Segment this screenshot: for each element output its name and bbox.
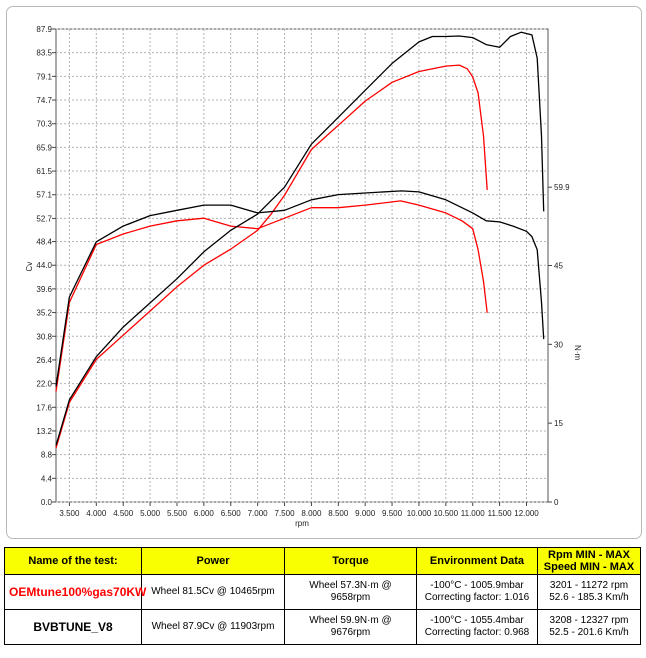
y-tick-label: 70.3	[36, 120, 52, 129]
x-tick-label: 11.000	[461, 509, 485, 518]
y2-tick-label: 30	[554, 340, 563, 349]
table-row: OEMtune100%gas70KW Wheel 81.5Cv @ 10465r…	[4, 574, 641, 610]
y-tick-label: 52.7	[36, 214, 52, 223]
x-tick-label: 12.000	[514, 509, 539, 518]
y-tick-label: 74.7	[36, 96, 52, 105]
speed-range: 52.6 - 185.3 Km/h	[549, 592, 629, 603]
x-tick-label: 10.500	[434, 509, 459, 518]
y-tick-label: 39.6	[36, 285, 52, 294]
series-line	[55, 190, 545, 387]
y-tick-label: 8.8	[41, 451, 53, 460]
y-tick-label: 4.4	[41, 474, 53, 483]
environment-data: -100°C - 1055.4mbar Correcting factor: 0…	[416, 609, 538, 645]
test-name: OEMtune100%gas70KW	[4, 574, 146, 610]
x-tick-label: 8.000	[301, 509, 322, 518]
x-tick-label: 4.000	[86, 509, 107, 518]
series-line	[55, 31, 545, 446]
env-temp-pressure: -100°C - 1055.4mbar	[430, 615, 524, 626]
x-tick-label: 6.500	[221, 509, 242, 518]
y-tick-label: 79.1	[36, 72, 52, 81]
header-power: Power	[141, 547, 285, 575]
y-axis-label: Cv	[25, 262, 34, 272]
y-tick-label: 17.6	[36, 403, 52, 412]
y2-tick-label: 45	[554, 262, 563, 271]
header-torque: Torque	[284, 547, 417, 575]
power-value: Wheel 87.9Cv @ 11903rpm	[141, 609, 285, 645]
test-name: BVBTUNE_V8	[4, 609, 142, 645]
header-speed: Speed MIN - MAX	[543, 561, 635, 573]
results-header-row: Name of the test: Power Torque Environme…	[4, 547, 641, 575]
torque-value: Wheel 57.3N·m @ 9658rpm	[284, 574, 417, 610]
rpm-speed-range: 3208 - 12327 rpm 52.5 - 201.6 Km/h	[537, 609, 641, 645]
results-table: Name of the test: Power Torque Environme…	[4, 547, 641, 645]
rpm-range: 3201 - 11272 rpm	[549, 580, 629, 591]
header-environment: Environment Data	[416, 547, 538, 575]
y-tick-label: 83.5	[36, 49, 52, 58]
power-value: Wheel 81.5Cv @ 10465rpm	[141, 574, 285, 610]
x-tick-label: 11.500	[488, 509, 512, 518]
x-tick-label: 8.500	[328, 509, 349, 518]
table-row: BVBTUNE_V8 Wheel 87.9Cv @ 11903rpm Wheel…	[4, 609, 641, 645]
torque-value: Wheel 59.9N·m @ 9676rpm	[284, 609, 417, 645]
y-tick-label: 48.4	[36, 238, 52, 247]
y-tick-label: 35.2	[36, 309, 52, 318]
x-tick-label: 9.000	[355, 509, 376, 518]
series-line	[55, 64, 488, 449]
y2-tick-label: 15	[554, 419, 563, 428]
y2-tick-label: 0	[554, 498, 559, 507]
y-tick-label: 13.2	[36, 427, 52, 436]
y-tick-label: 44.0	[36, 261, 52, 270]
env-correcting-factor: Correcting factor: 1.016	[424, 592, 530, 603]
x-tick-label: 7.000	[248, 509, 269, 518]
rpm-speed-range: 3201 - 11272 rpm 52.6 - 185.3 Km/h	[537, 574, 641, 610]
y-tick-label: 87.9	[36, 25, 52, 34]
speed-range: 52.5 - 201.6 Km/h	[549, 627, 629, 638]
environment-data: -100°C - 1005.9mbar Correcting factor: 1…	[416, 574, 538, 610]
env-correcting-factor: Correcting factor: 0.968	[424, 627, 530, 638]
env-temp-pressure: -100°C - 1005.9mbar	[430, 580, 524, 591]
x-axis-label: rpm	[295, 519, 309, 528]
y-tick-label: 57.1	[36, 191, 52, 200]
y-tick-label: 0.0	[41, 498, 53, 507]
header-rpm: Rpm MIN - MAX	[548, 549, 630, 561]
x-tick-label: 3.500	[59, 509, 80, 518]
x-tick-label: 5.000	[140, 509, 161, 518]
y-tick-label: 30.8	[36, 332, 52, 341]
y-tick-label: 61.5	[36, 167, 52, 176]
x-tick-label: 9.500	[382, 509, 403, 518]
y-tick-label: 65.9	[36, 143, 52, 152]
series-line	[55, 200, 488, 392]
x-tick-label: 7.500	[275, 509, 296, 518]
header-rpm-speed: Rpm MIN - MAX Speed MIN - MAX	[537, 547, 641, 575]
dyno-chart: 3.500 4.000 4.500 5.000 5.500 6.000 6.500 7.000…	[25, 25, 582, 528]
x-tick-label: 4.500	[113, 509, 134, 518]
y-tick-label: 26.4	[36, 356, 52, 365]
x-tick-label: 10.000	[407, 509, 432, 518]
x-tick-label: 5.500	[167, 509, 188, 518]
rpm-range: 3208 - 12327 rpm	[549, 615, 629, 626]
header-name: Name of the test:	[4, 547, 142, 575]
y2-tick-label: 59.9	[554, 183, 570, 192]
y-tick-label: 22.0	[36, 380, 52, 389]
y2-axis-label: N·m	[573, 345, 582, 360]
x-tick-label: 6.000	[194, 509, 215, 518]
